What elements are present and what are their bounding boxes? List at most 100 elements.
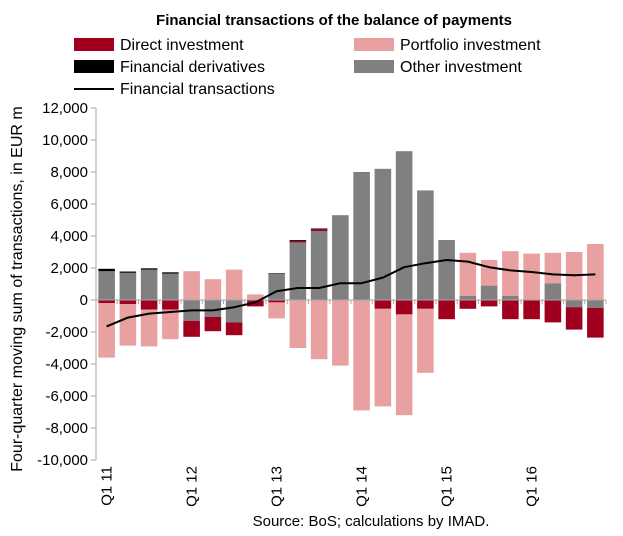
bar-other-23 [587, 300, 604, 308]
legend: Direct investment Portfolio investment Fin… [74, 37, 541, 98]
bar-portfolio-18 [480, 260, 498, 286]
bar-other-10 [310, 231, 328, 300]
bar-other-13 [374, 168, 392, 300]
bar-other-0 [98, 271, 115, 300]
bar-other-21 [544, 283, 562, 300]
bar-portfolio-12 [353, 300, 370, 411]
bar-other-12 [353, 172, 370, 300]
bar-other-5 [204, 300, 222, 317]
bar-other-22 [565, 300, 583, 308]
bar-derivatives-0 [98, 268, 115, 272]
bar-direct-2 [140, 300, 158, 310]
bar-portfolio-3 [162, 309, 179, 340]
bar-portfolio-1 [119, 304, 137, 346]
y-tick-label: -10,000 [37, 452, 88, 469]
chart-title: Financial transactions of the balance of… [156, 12, 512, 29]
bar-other-17 [459, 296, 477, 300]
bar-other-19 [502, 296, 519, 300]
bar-derivatives-2 [140, 268, 158, 270]
bar-portfolio-23 [587, 244, 604, 300]
bar-direct-15 [417, 300, 434, 309]
legend-label-direct: Direct investment [120, 37, 244, 54]
bar-other-14 [395, 151, 413, 300]
y-tick-label: 2,000 [50, 260, 88, 277]
bar-other-15 [417, 190, 434, 300]
legend-label-other: Other investment [400, 59, 522, 76]
bar-direct-14 [395, 300, 413, 315]
bar-direct-10 [310, 229, 328, 232]
bar-direct-3 [162, 300, 179, 310]
bar-portfolio-11 [332, 300, 349, 366]
bar-other-18 [480, 285, 498, 300]
y-tick-label: -6,000 [45, 388, 88, 405]
bar-portfolio-7 [247, 294, 264, 300]
bar-direct-23 [587, 308, 604, 338]
bar-direct-1 [119, 300, 137, 304]
bar-portfolio-14 [395, 314, 413, 416]
bar-derivatives-9 [289, 240, 307, 241]
bar-other-11 [332, 215, 349, 300]
legend-swatch-derivatives [74, 60, 114, 73]
bar-portfolio-6 [225, 269, 243, 300]
source-note: Source: BoS; calculations by IMAD. [253, 513, 490, 530]
y-tick-label: -8,000 [45, 420, 88, 437]
bar-direct-22 [565, 307, 583, 330]
bar-portfolio-17 [459, 252, 477, 296]
bar-derivatives-10 [310, 228, 328, 230]
bar-other-16 [438, 240, 455, 300]
bar-other-8 [268, 273, 285, 300]
bar-portfolio-20 [523, 253, 540, 300]
bar-direct-0 [98, 300, 115, 304]
bar-portfolio-5 [204, 279, 222, 300]
bar-portfolio-15 [417, 308, 434, 373]
bar-direct-17 [459, 300, 477, 309]
bar-direct-19 [502, 300, 519, 320]
x-tick-label: Q1 12 [184, 466, 201, 507]
x-tick-label: Q1 13 [269, 466, 286, 507]
bar-other-6 [225, 300, 243, 323]
bar-portfolio-4 [183, 271, 200, 300]
legend-label-derivatives: Financial derivatives [120, 59, 265, 76]
bar-portfolio-8 [268, 302, 285, 319]
y-tick-label: -4,000 [45, 356, 88, 373]
x-tick-label: Q1 14 [354, 466, 371, 507]
y-axis-label: Four-quarter moving sum of transactions,… [9, 106, 26, 471]
legend-label-total: Financial transactions [120, 81, 275, 98]
bar-direct-21 [544, 300, 562, 323]
x-tick-label: Q1 16 [524, 466, 541, 507]
bar-portfolio-10 [310, 300, 328, 360]
bar-direct-5 [204, 316, 222, 332]
bar-portfolio-19 [502, 251, 519, 296]
bar-direct-6 [225, 322, 243, 336]
y-tick-label: 10,000 [42, 132, 88, 149]
bar-direct-4 [183, 320, 200, 337]
line-financial-transactions [106, 259, 596, 328]
bar-direct-16 [438, 300, 455, 320]
bar-direct-20 [523, 300, 540, 320]
bar-other-1 [119, 272, 137, 300]
bar-direct-13 [374, 300, 392, 309]
plot-area: 12,000 10,000 8,000 6,000 4,000 2,000 0 -2,000 -… [37, 100, 607, 507]
bar-portfolio-21 [544, 252, 562, 284]
bar-portfolio-13 [374, 308, 392, 407]
bar-derivatives-3 [162, 272, 179, 274]
y-tick-label: 4,000 [50, 228, 88, 245]
y-tick-label: 0 [80, 292, 88, 309]
bar-other-2 [140, 269, 158, 300]
y-tick-label: 6,000 [50, 196, 88, 213]
legend-swatch-direct [74, 38, 114, 51]
legend-swatch-other [354, 60, 394, 73]
x-tick-label: Q1 15 [439, 466, 456, 507]
bar-portfolio-9 [289, 300, 307, 348]
bar-other-3 [162, 273, 179, 300]
y-tick-label: 12,000 [42, 100, 88, 117]
legend-label-portfolio: Portfolio investment [400, 37, 541, 54]
bar-direct-9 [289, 240, 307, 243]
y-tick-label: -2,000 [45, 324, 88, 341]
bar-direct-8 [268, 300, 285, 303]
bar-portfolio-0 [98, 303, 115, 358]
bar-portfolio-2 [140, 309, 158, 347]
bar-direct-18 [480, 300, 498, 307]
x-tick-label: Q1 11 [99, 466, 116, 506]
